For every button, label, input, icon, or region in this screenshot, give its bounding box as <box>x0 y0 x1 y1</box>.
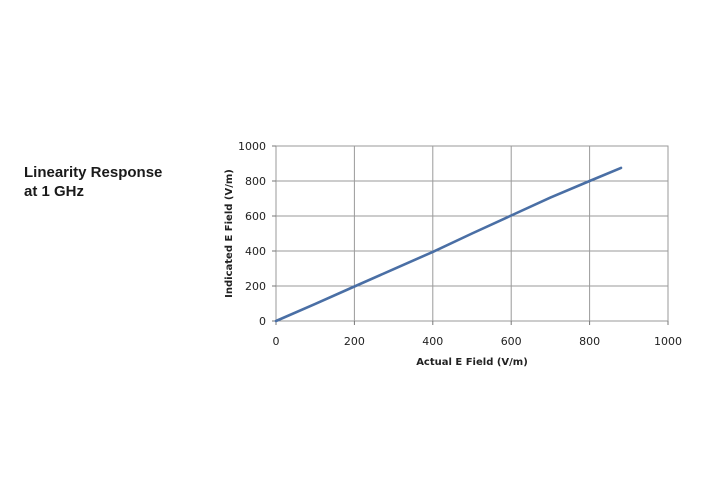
y-tick-labels: 0 200 400 600 800 1000 <box>238 140 276 328</box>
chart-heading: Linearity Response at 1 GHz <box>24 163 214 201</box>
x-axis-label: Actual E Field (V/m) <box>416 357 528 368</box>
y-tick-label: 800 <box>245 175 266 188</box>
data-series <box>274 166 623 323</box>
x-tick-label: 1000 <box>654 335 682 348</box>
x-tick-label: 400 <box>422 335 443 348</box>
x-tick-label: 600 <box>501 335 522 348</box>
chart-heading-line2: at 1 GHz <box>24 183 85 200</box>
y-tick-label: 0 <box>259 315 266 328</box>
y-axis-label: Indicated E Field (V/m) <box>224 169 235 298</box>
y-tick-label: 400 <box>245 245 266 258</box>
y-tick-label: 200 <box>245 280 266 293</box>
grid-lines <box>275 145 669 322</box>
x-tick-labels: 0 200 400 600 800 1000 <box>273 321 682 348</box>
y-tick-label: 1000 <box>238 140 266 153</box>
series-line <box>274 166 623 323</box>
x-tick-label: 800 <box>579 335 600 348</box>
x-tick-label: 0 <box>273 335 280 348</box>
chart-heading-line1: Linearity Response <box>24 164 163 181</box>
x-tick-label: 200 <box>344 335 365 348</box>
y-tick-label: 600 <box>245 210 266 223</box>
